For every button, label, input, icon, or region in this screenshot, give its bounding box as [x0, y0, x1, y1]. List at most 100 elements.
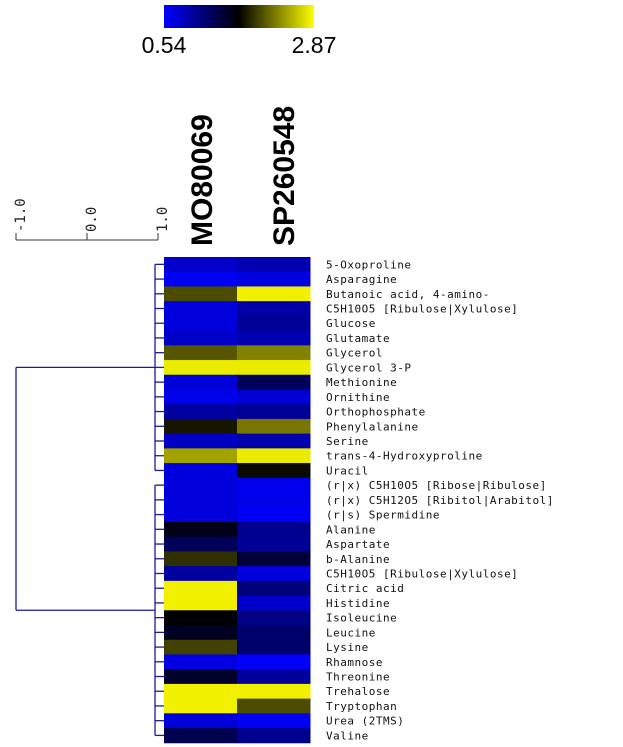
- row-label: b-Alanine: [326, 553, 390, 566]
- heatmap-cell: [237, 301, 311, 317]
- heatmap-cell: [164, 639, 238, 655]
- row-label: (r|x) C5H12O5 [Ribitol|Arabitol]: [326, 494, 554, 507]
- heatmap-cell: [164, 521, 238, 538]
- heatmap-cell: [237, 639, 311, 655]
- heatmap-cell: [164, 566, 238, 582]
- heatmap-cell: [164, 683, 238, 700]
- heatmap-cell: [237, 463, 311, 479]
- row-label: Urea (2TMS): [326, 715, 404, 728]
- heatmap-cell: [237, 433, 311, 449]
- heatmap-cell: [237, 315, 311, 332]
- row-label: Lysine: [326, 641, 369, 654]
- row-label: Orthophosphate: [326, 406, 426, 419]
- heatmap-cell: [237, 610, 311, 626]
- heatmap-cell: [164, 728, 238, 744]
- heatmap-cell: [164, 507, 238, 523]
- heatmap-cell: [164, 330, 238, 346]
- heatmap-cell: [237, 271, 311, 287]
- row-label: trans-4-Hydroxyproline: [326, 450, 483, 463]
- heatmap-cell: [164, 463, 238, 479]
- heatmap-cell: [237, 669, 311, 685]
- heatmap-cell: [237, 595, 311, 611]
- heatmap-cell: [237, 389, 311, 405]
- row-label: Aspartate: [326, 538, 390, 551]
- heatmap-cell: [164, 257, 238, 273]
- heatmap-cell: [164, 345, 238, 361]
- dendrogram-scale-label: 0.0: [84, 207, 100, 232]
- row-label: Glycerol: [326, 347, 383, 360]
- row-label: Ornithine: [326, 391, 390, 404]
- heatmap-cell: [164, 669, 238, 685]
- heatmap-cell: [164, 492, 238, 508]
- heatmap-cell: [164, 580, 238, 597]
- row-label: C5H10O5 [Ribulose|Xylulose]: [326, 303, 518, 316]
- row-label: Isoleucine: [326, 612, 397, 625]
- heatmap-cell: [237, 404, 311, 420]
- row-label: Leucine: [326, 626, 376, 639]
- color-legend: 0.54 2.87: [142, 5, 337, 58]
- column-label: SP260548: [268, 106, 301, 246]
- row-label: C5H10O5 [Ribulose|Xylulose]: [326, 567, 518, 580]
- heatmap-cell: [164, 315, 238, 332]
- heatmap-cell: [237, 698, 311, 714]
- row-labels: 5-Oxoproline Asparagine Butanoic acid, 4-a…: [326, 258, 554, 742]
- heatmap-cell: [237, 477, 311, 494]
- row-label: (r|s) Spermidine: [326, 509, 440, 522]
- heatmap-cell: [164, 713, 238, 729]
- heatmap-cell: [164, 301, 238, 317]
- heatmap-cell: [237, 257, 311, 273]
- heatmap-cell: [164, 536, 238, 552]
- heatmap-cell: [237, 536, 311, 552]
- heatmap-cell: [237, 654, 311, 670]
- heatmap-cell: [164, 418, 238, 435]
- heatmap-cell: [237, 492, 311, 508]
- row-label: Phenylalanine: [326, 420, 419, 433]
- row-label: (r|x) C5H10O5 [Ribose|Ribulose]: [326, 479, 547, 492]
- heatmap-cell: [164, 610, 238, 626]
- heatmap-cell: [237, 374, 311, 390]
- legend-max-label: 2.87: [292, 32, 337, 58]
- row-label: Serine: [326, 435, 369, 448]
- heatmap-cell: [237, 566, 311, 582]
- row-label: Alanine: [326, 523, 376, 536]
- heatmap-cell: [237, 448, 311, 464]
- row-label: 5-Oxoproline: [326, 258, 411, 271]
- heatmap-cell: [164, 389, 238, 405]
- dendrogram-scale: -1.0 0.0 1.0: [13, 198, 171, 241]
- heatmap-cell: [164, 448, 238, 464]
- row-label: Butanoic acid, 4-amino-: [326, 288, 490, 301]
- dendrogram-scale-label: -1.0: [13, 198, 29, 232]
- heatmap-cell: [164, 374, 238, 390]
- column-labels: MO80069 SP260548: [186, 106, 301, 246]
- row-label: Valine: [326, 729, 369, 742]
- heatmap-cell: [164, 433, 238, 449]
- row-label: Glutamate: [326, 332, 390, 345]
- heatmap-cell: [164, 595, 238, 611]
- heatmap-cell: [164, 477, 238, 494]
- row-label: Methionine: [326, 376, 397, 389]
- heatmap-cell: [237, 683, 311, 700]
- heatmap-cell: [237, 360, 311, 376]
- heatmap-cell: [237, 728, 311, 744]
- row-label: Asparagine: [326, 273, 397, 286]
- color-legend-bar: [164, 5, 314, 28]
- heatmap-cell: [237, 580, 311, 597]
- row-label: Trehalose: [326, 685, 390, 698]
- heatmap-cells: [164, 257, 311, 744]
- heatmap-cell: [164, 360, 238, 376]
- heatmap-cell: [237, 713, 311, 729]
- heatmap-cell: [237, 330, 311, 346]
- heatmap-cell: [164, 271, 238, 287]
- heatmap-cell: [164, 404, 238, 420]
- dendrogram: [15, 263, 164, 737]
- legend-min-label: 0.54: [142, 32, 187, 58]
- heatmap-cell: [237, 521, 311, 538]
- heatmap-cell: [164, 698, 238, 714]
- heatmap-cell: [237, 551, 311, 567]
- row-label: Uracil: [326, 464, 369, 477]
- heatmap-cell: [164, 654, 238, 670]
- heatmap-cell: [237, 507, 311, 523]
- heatmap-cell: [164, 625, 238, 641]
- heatmap-cell: [237, 286, 311, 302]
- heatmap-cell: [164, 551, 238, 567]
